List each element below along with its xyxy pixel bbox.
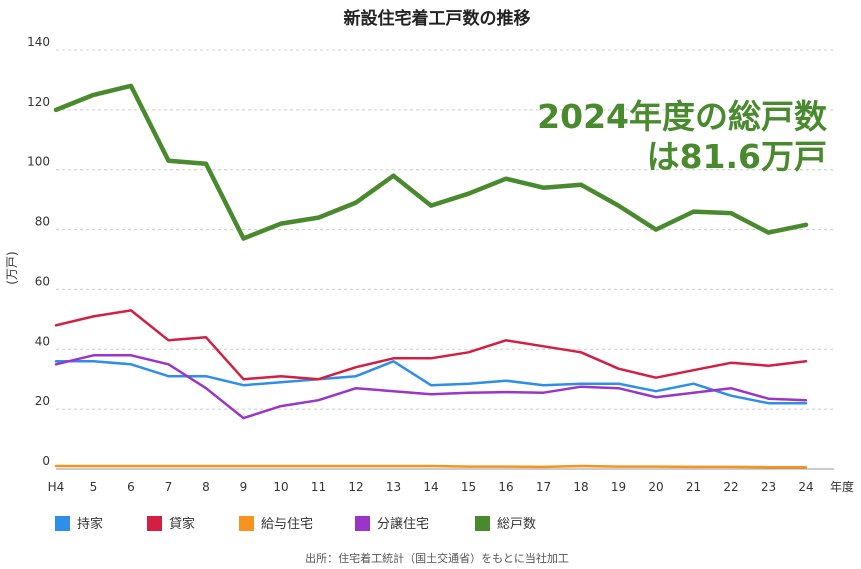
legend-swatch (239, 516, 254, 531)
legend-label: 持家 (77, 516, 103, 532)
y-tick-label: 20 (35, 394, 50, 408)
x-tick-label: 22 (723, 480, 738, 494)
x-tick-label: 7 (165, 480, 173, 494)
y-tick-label: 80 (35, 215, 50, 229)
legend-swatch (355, 516, 370, 531)
x-axis-ticks: H4 5 6 7 8 9 10 11 12 13 14 15 16 17 18 19 20 21 22 23 24 (48, 480, 814, 494)
series-lines (53, 83, 809, 469)
x-tick-label: 9 (240, 480, 248, 494)
x-tick-label: 8 (202, 480, 210, 494)
series-line (54, 309, 808, 381)
source-note: 出所：住宅着工統計（国土交通省）をもとに当社加工 (305, 551, 569, 565)
x-tick-label: 11 (311, 480, 326, 494)
y-tick-label: 0 (42, 454, 50, 468)
legend-swatch (55, 516, 70, 531)
annotation-line-2: は81.6万戸 (647, 137, 827, 176)
y-axis-ticks: 0 20 40 60 80 100 120 140 (27, 35, 50, 468)
chart-title: 新設住宅着工戸数の推移 (344, 8, 531, 29)
gridlines (56, 49, 834, 470)
x-tick-label: 15 (461, 480, 476, 494)
x-axis-unit: 年度 (830, 479, 854, 494)
x-tick-label: 18 (573, 480, 588, 494)
y-tick-label: 140 (27, 35, 50, 49)
x-tick-label: 19 (611, 480, 626, 494)
legend-label: 総戸数 (497, 517, 536, 532)
x-tick-label: 14 (423, 480, 438, 494)
legend-swatch (147, 516, 162, 531)
y-tick-label: 40 (35, 334, 50, 348)
y-axis-label: (万戸) (5, 251, 19, 284)
legend-label: 貸家 (169, 516, 195, 532)
x-tick-label: 6 (127, 480, 135, 494)
x-tick-label: 24 (798, 480, 813, 494)
x-tick-label: 23 (761, 480, 776, 494)
series-line (54, 354, 808, 420)
legend-label: 分譲住宅 (377, 516, 429, 532)
annotation-line-1: 2024年度の総戸数 (537, 97, 828, 136)
x-tick-label: 20 (648, 480, 663, 494)
x-tick-label: 10 (273, 480, 288, 494)
series-line (53, 83, 809, 241)
x-tick-label: 12 (348, 480, 363, 494)
x-tick-label: 16 (498, 480, 513, 494)
y-tick-label: 100 (27, 155, 50, 169)
x-tick-label: H4 (48, 480, 65, 494)
y-tick-label: 60 (35, 274, 50, 288)
y-tick-label: 120 (27, 95, 50, 109)
x-tick-label: 17 (536, 480, 551, 494)
x-tick-label: 13 (386, 480, 401, 494)
x-tick-label: 21 (686, 480, 701, 494)
x-tick-label: 5 (90, 480, 98, 494)
series-line (54, 464, 808, 469)
series-line (54, 360, 808, 405)
legend: 持家 貸家 給与住宅 分譲住宅 総戸数 (55, 516, 536, 532)
legend-swatch (475, 516, 490, 531)
legend-label: 給与住宅 (261, 517, 313, 532)
